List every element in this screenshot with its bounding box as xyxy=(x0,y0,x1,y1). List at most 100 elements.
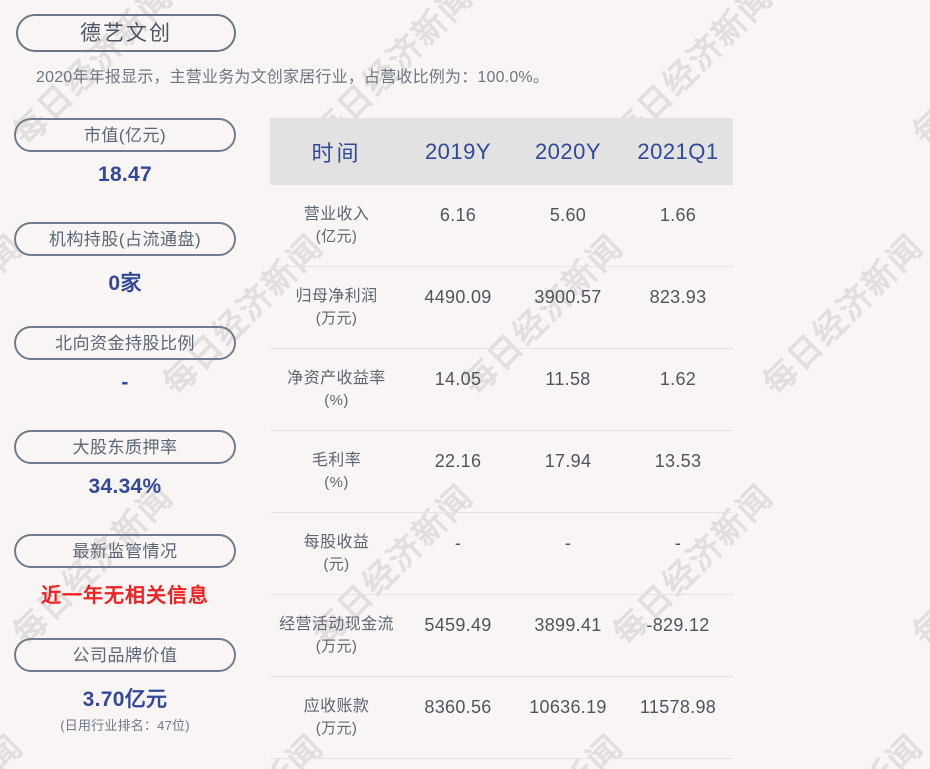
metric-block: 市值(亿元) 18.47 xyxy=(14,118,236,187)
financial-summary-table: 时间 2019Y 2020Y 2021Q1 营业收入 (亿元) 6.16 5.60 1.… xyxy=(270,118,733,759)
row-value-cell: - xyxy=(623,512,733,595)
row-value-text: 22.16 xyxy=(434,451,482,471)
row-value-text: 1.62 xyxy=(659,369,697,389)
table-header: 时间 2019Y 2020Y 2021Q1 xyxy=(270,118,733,185)
row-value-cell: 3900.57 xyxy=(513,266,623,349)
metric-label-text: 市值(亿元) xyxy=(83,125,167,145)
row-label-cell: 净资产收益率 (%) xyxy=(270,348,403,431)
table-row: 应收账款 (万元) 8360.56 10636.19 11578.98 xyxy=(270,676,733,759)
row-value-cell: 823.93 xyxy=(623,266,733,349)
row-label-cell: 营业收入 (亿元) xyxy=(270,185,403,267)
metric-value: 3.70亿元 xyxy=(82,688,168,711)
metric-value: 18.47 xyxy=(97,163,153,186)
row-label-text: 每股收益 (元) xyxy=(270,531,403,576)
row-value-text: 5459.49 xyxy=(424,615,492,635)
metric-label-pill: 大股东质押率 xyxy=(14,430,236,464)
row-unit-text: (%) xyxy=(324,392,349,410)
metric-label-text: 公司品牌价值 xyxy=(72,645,178,665)
row-label-text: 归母净利润 (万元) xyxy=(270,285,403,330)
row-unit-text: (万元) xyxy=(315,638,358,656)
metric-label-pill: 最新监管情况 xyxy=(14,534,236,568)
row-value-text: 8360.56 xyxy=(424,697,492,717)
row-value-text: - xyxy=(564,533,572,553)
row-value-text: 11578.98 xyxy=(639,697,717,717)
row-value-cell: 22.16 xyxy=(403,430,513,513)
table-header-row: 时间 2019Y 2020Y 2021Q1 xyxy=(270,118,733,185)
row-unit-text: (%) xyxy=(324,474,349,492)
metric-block: 公司品牌价值 3.70亿元 (日用行业排名：47位) xyxy=(14,638,236,734)
metric-block: 大股东质押率 34.34% xyxy=(14,430,236,499)
row-value-text: 4490.09 xyxy=(424,287,492,307)
row-value-cell: - xyxy=(403,512,513,595)
row-value-cell: 14.05 xyxy=(403,348,513,431)
row-label-cell: 每股收益 (元) xyxy=(270,512,403,595)
row-unit-text: (万元) xyxy=(315,310,358,328)
row-value-text: 1.66 xyxy=(659,205,697,225)
table-row: 经营活动现金流 (万元) 5459.49 3899.41 -829.12 xyxy=(270,594,733,677)
column-header-2021q1: 2021Q1 xyxy=(623,118,733,185)
table-row: 净资产收益率 (%) 14.05 11.58 1.62 xyxy=(270,348,733,431)
column-header-2019y: 2019Y xyxy=(403,118,513,185)
row-label-text: 营业收入 (亿元) xyxy=(270,203,403,248)
metric-label-text: 大股东质押率 xyxy=(72,437,178,457)
row-label-cell: 应收账款 (万元) xyxy=(270,676,403,759)
metric-label-pill: 市值(亿元) xyxy=(14,118,236,152)
metric-value: - xyxy=(121,371,129,394)
row-label-text: 经营活动现金流 (万元) xyxy=(270,613,403,658)
row-value-text: 14.05 xyxy=(434,369,482,389)
metric-value: 近一年无相关信息 xyxy=(41,585,209,607)
row-value-text: - xyxy=(454,533,462,553)
row-value-text: 3900.57 xyxy=(534,287,602,307)
row-unit-text: (万元) xyxy=(315,720,358,738)
row-value-cell: - xyxy=(513,512,623,595)
column-header-2020y: 2020Y xyxy=(513,118,623,185)
metric-block: 机构持股(占流通盘) 0家 xyxy=(14,222,236,297)
row-value-text: 10636.19 xyxy=(529,697,607,717)
metric-block: 最新监管情况近一年无相关信息 xyxy=(14,534,236,608)
metric-label-pill: 公司品牌价值 xyxy=(14,638,236,672)
row-value-cell: 1.62 xyxy=(623,348,733,431)
row-value-text: 5.60 xyxy=(549,205,587,225)
row-value-cell: 1.66 xyxy=(623,185,733,267)
company-title-pill: 德艺文创 xyxy=(16,14,236,52)
row-value-text: -829.12 xyxy=(646,615,710,635)
table-body: 营业收入 (亿元) 6.16 5.60 1.66 归母净利润 (万元) 4490.09 3900… xyxy=(270,185,733,759)
row-value-text: 823.93 xyxy=(649,287,707,307)
row-value-cell: 6.16 xyxy=(403,185,513,267)
metric-label-text: 北向资金持股比例 xyxy=(55,333,195,353)
row-unit-text: (元) xyxy=(323,556,350,574)
row-value-cell: 11.58 xyxy=(513,348,623,431)
row-value-cell: 8360.56 xyxy=(403,676,513,759)
row-value-cell: 5.60 xyxy=(513,185,623,267)
row-value-text: 6.16 xyxy=(439,205,477,225)
metric-label-pill: 北向资金持股比例 xyxy=(14,326,236,360)
metric-subtext: (日用行业排名：47位) xyxy=(60,718,190,733)
row-value-cell: 11578.98 xyxy=(623,676,733,759)
row-label-cell: 毛利率 (%) xyxy=(270,430,403,513)
row-value-text: 17.94 xyxy=(544,451,592,471)
row-label-cell: 经营活动现金流 (万元) xyxy=(270,594,403,677)
business-summary-text: 2020年年报显示，主营业务为文创家居行业，占营收比例为：100.0%。 xyxy=(36,69,550,86)
metric-label-text: 机构持股(占流通盘) xyxy=(48,229,202,249)
row-value-cell: 5459.49 xyxy=(403,594,513,677)
table-row: 每股收益 (元) - - - xyxy=(270,512,733,595)
table-row: 营业收入 (亿元) 6.16 5.60 1.66 xyxy=(270,185,733,267)
row-unit-text: (亿元) xyxy=(315,228,358,246)
table-row: 毛利率 (%) 22.16 17.94 13.53 xyxy=(270,430,733,513)
row-value-cell: -829.12 xyxy=(623,594,733,677)
metric-block: 北向资金持股比例 - xyxy=(14,326,236,395)
row-value-cell: 3899.41 xyxy=(513,594,623,677)
row-value-text: 11.58 xyxy=(545,369,591,389)
row-value-cell: 17.94 xyxy=(513,430,623,513)
row-value-text: 3899.41 xyxy=(534,615,602,635)
metric-value: 0家 xyxy=(108,272,142,295)
metric-value: 34.34% xyxy=(88,475,162,498)
row-value-cell: 10636.19 xyxy=(513,676,623,759)
sidebar: 德艺文创 2020年年报显示，主营业务为文创家居行业，占营收比例为：100.0%… xyxy=(0,0,549,769)
row-label-text: 应收账款 (万元) xyxy=(270,695,403,740)
metric-label-text: 最新监管情况 xyxy=(72,541,178,561)
row-label-cell: 归母净利润 (万元) xyxy=(270,266,403,349)
row-value-cell: 13.53 xyxy=(623,430,733,513)
row-value-text: - xyxy=(674,533,682,553)
